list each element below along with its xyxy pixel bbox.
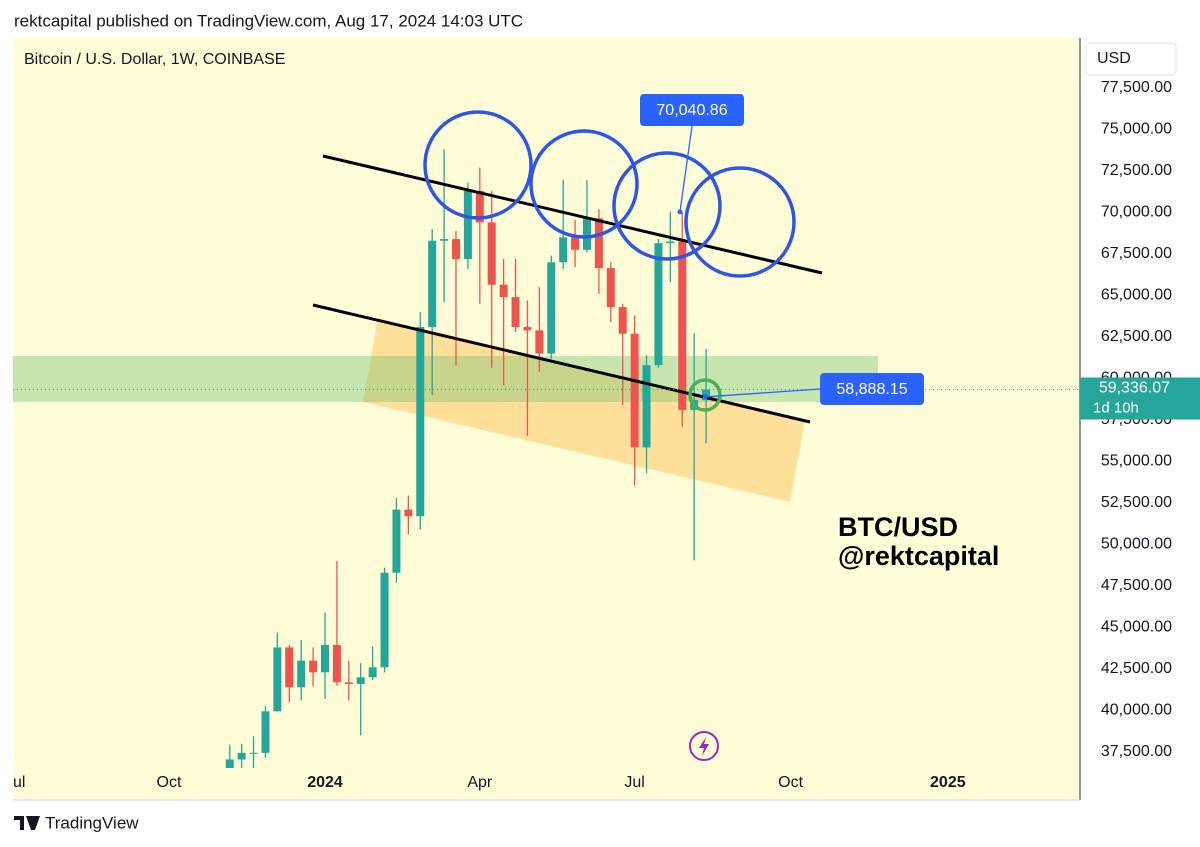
candle-body	[380, 572, 389, 668]
last-price-label: 59,336.07	[1099, 380, 1170, 397]
y-tick-label: 62,500.00	[1101, 328, 1172, 345]
y-tick-label: 77,500.00	[1101, 79, 1172, 96]
candle-body	[237, 752, 246, 760]
x-tick-label: Apr	[467, 774, 493, 791]
candles	[225, 149, 711, 768]
footer-text: TradingView	[45, 813, 139, 832]
candle-body	[618, 307, 627, 334]
candle-body	[297, 660, 306, 688]
highlight-circle	[423, 110, 533, 220]
candle-body	[261, 711, 270, 753]
callout-box	[640, 94, 744, 126]
candle-body	[309, 660, 318, 673]
candle-body	[547, 262, 556, 354]
candle-body	[249, 752, 258, 754]
watermark-text: @rektcapital	[838, 541, 999, 571]
candle-body	[475, 190, 484, 223]
candle-body	[535, 330, 544, 354]
candle-body	[654, 243, 663, 366]
symbol-legend: Bitcoin / U.S. Dollar, 1W, COINBASE	[24, 51, 285, 68]
candle-body	[559, 237, 568, 263]
callout-label: 58,888.15	[836, 381, 907, 398]
y-tick-label: 75,000.00	[1101, 121, 1172, 138]
event-icon-bolt	[699, 737, 709, 756]
green-zone	[13, 356, 878, 402]
candle-body	[416, 327, 425, 517]
callout-label: 70,040.86	[656, 102, 727, 119]
candle-body	[606, 268, 615, 308]
candle-body	[511, 297, 520, 328]
candle-body	[440, 239, 449, 241]
x-tick-label: ul	[13, 774, 25, 791]
highlight-circle	[684, 166, 796, 278]
candle-body	[225, 759, 234, 768]
candle-body	[487, 222, 496, 285]
currency-label[interactable]: USD	[1097, 50, 1131, 67]
callout-box	[820, 373, 924, 405]
x-tick-label: Oct	[157, 774, 182, 791]
currency-box[interactable]	[1085, 42, 1177, 76]
callout-pointer	[679, 125, 693, 212]
y-tick-label: 42,500.00	[1101, 660, 1172, 677]
x-axis-labels: ul Oct 2024 Apr Jul Oct 2025	[13, 774, 966, 791]
candle-body	[273, 647, 282, 712]
candle-body	[285, 647, 294, 688]
x-tick-label: 2025	[930, 774, 966, 791]
candle-body	[571, 237, 580, 250]
y-tick-label: 40,000.00	[1101, 702, 1172, 719]
y-tick-label: 37,500.00	[1101, 743, 1172, 760]
candle-body	[344, 682, 353, 684]
callout-point	[677, 209, 683, 215]
y-tick-label: 50,000.00	[1101, 536, 1172, 553]
countdown-label: 1d 10h	[1093, 399, 1139, 416]
candle-body	[428, 240, 437, 328]
candle-body	[332, 644, 341, 683]
watermark-text: BTC/USD	[838, 512, 958, 542]
lower-trendline	[312, 303, 811, 424]
callout-point	[702, 394, 708, 400]
price-labels: 59,336.07 1d 10h 70,040.86 58,888.15	[13, 94, 1200, 420]
highlight-circle	[612, 151, 722, 261]
candle-body	[463, 190, 472, 259]
candle-body	[666, 241, 675, 244]
candle-body	[630, 333, 639, 448]
candle-body	[499, 284, 508, 298]
publish-header: rektcapital published on TradingView.com…	[14, 11, 523, 30]
candle-body	[356, 677, 365, 684]
x-tick-label: 2024	[307, 774, 343, 791]
callout-pointer	[704, 388, 821, 398]
y-tick-label: 52,500.00	[1101, 494, 1172, 511]
candle-body	[392, 509, 401, 573]
candle-body	[523, 327, 532, 331]
highlight-circle	[529, 129, 639, 239]
candle-body	[582, 218, 591, 250]
candle-body	[678, 241, 687, 411]
plot-background	[13, 38, 1080, 800]
last-price-box	[1080, 377, 1200, 420]
y-tick-label: 70,000.00	[1101, 204, 1172, 221]
retest-circle	[688, 378, 722, 412]
candle-body	[594, 218, 603, 269]
y-tick-label: 67,500.00	[1101, 245, 1172, 262]
upper-trendline	[322, 154, 823, 275]
candle-body	[321, 644, 330, 673]
candle-body	[404, 509, 413, 517]
y-tick-label: 55,000.00	[1101, 453, 1172, 470]
x-tick-label: Oct	[778, 774, 803, 791]
candle-body	[451, 239, 460, 259]
y-tick-label: 72,500.00	[1101, 162, 1172, 179]
candle-body	[368, 667, 377, 678]
logo-mark	[14, 816, 40, 830]
y-tick-label: 47,500.00	[1101, 577, 1172, 594]
y-tick-label: 45,000.00	[1101, 619, 1172, 636]
footer-logo: TradingView	[14, 813, 139, 832]
candle-body	[642, 365, 651, 448]
drawings	[312, 110, 823, 761]
y-tick-label: 65,000.00	[1101, 287, 1172, 304]
event-icon	[689, 731, 719, 761]
x-tick-label: Jul	[624, 774, 644, 791]
